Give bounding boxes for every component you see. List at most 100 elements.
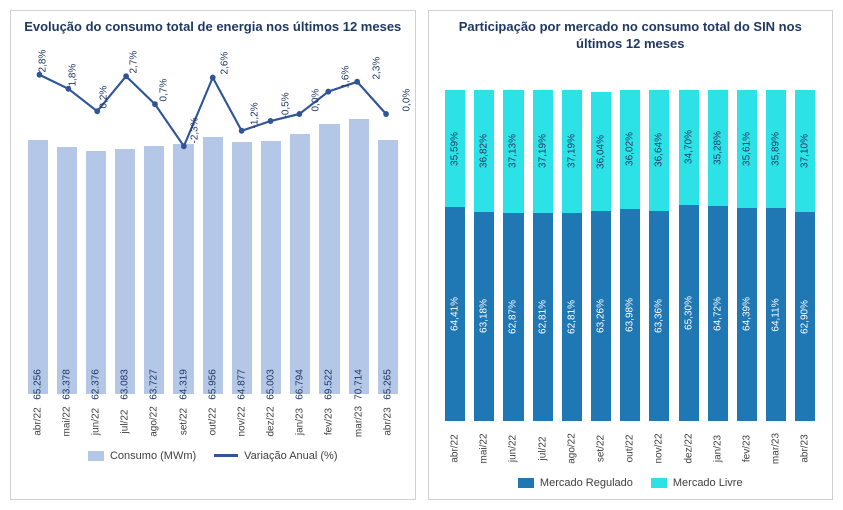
xaxis-label: set/22 bbox=[596, 435, 607, 462]
xaxis-label: mai/22 bbox=[61, 406, 72, 436]
segment-regulado-label: 62,81% bbox=[537, 300, 548, 334]
xaxis-label: out/22 bbox=[207, 407, 218, 435]
legend-item-livre: Mercado Livre bbox=[651, 477, 743, 489]
xaxis-cell: out/22 bbox=[200, 398, 225, 444]
segment-regulado-label: 65,30% bbox=[683, 296, 694, 330]
xaxis-cell: nov/22 bbox=[647, 425, 672, 471]
segment-regulado: 62,81% bbox=[533, 213, 553, 421]
stacked-bar-col: 37,19%62,81% bbox=[530, 90, 555, 421]
xaxis-label: nov/22 bbox=[236, 406, 247, 436]
consumo-bar-label: 65.256 bbox=[32, 369, 43, 400]
segment-livre-label: 36,82% bbox=[479, 134, 490, 168]
left-legend: Consumo (MWm) Variação Anual (%) bbox=[17, 450, 409, 462]
xaxis-label: nov/22 bbox=[654, 433, 665, 463]
consumo-bar: 64.877 bbox=[232, 142, 252, 394]
segment-livre: 36,82% bbox=[474, 90, 494, 212]
segment-livre: 34,70% bbox=[679, 90, 699, 205]
segment-livre-label: 37,13% bbox=[508, 134, 519, 168]
variacao-label: 2,7% bbox=[129, 51, 140, 74]
variacao-label: -0,5% bbox=[280, 92, 291, 118]
xaxis-cell: dez/22 bbox=[676, 425, 701, 471]
left-chart-title: Evolução do consumo total de energia nos… bbox=[17, 19, 409, 36]
stacked-bar: 36,02%63,98% bbox=[620, 90, 640, 421]
variacao-label: 0,0% bbox=[401, 89, 412, 112]
bar-col: 65.265 bbox=[375, 44, 400, 394]
stacked-bar-col: 36,82% 63,18% bbox=[472, 90, 497, 421]
segment-livre-label: 35,28% bbox=[712, 131, 723, 165]
segment-regulado: 63,26% bbox=[591, 211, 611, 421]
consumo-bar: 65.003 bbox=[261, 141, 281, 394]
xaxis-label: mai/22 bbox=[479, 433, 490, 463]
xaxis-label: fev/23 bbox=[324, 408, 335, 435]
xaxis-cell: abr/22 bbox=[25, 398, 50, 444]
segment-regulado: 63,18% bbox=[474, 212, 494, 421]
xaxis-cell: set/22 bbox=[171, 398, 196, 444]
xaxis-label: jun/22 bbox=[90, 408, 101, 435]
segment-livre: 36,04% bbox=[591, 92, 611, 211]
xaxis-label: dez/22 bbox=[266, 406, 277, 436]
legend-item-consumo: Consumo (MWm) bbox=[88, 450, 196, 462]
consumo-bar-label: 64.319 bbox=[178, 369, 189, 400]
variacao-label: -2,3% bbox=[189, 117, 200, 143]
xaxis-label: fev/23 bbox=[741, 435, 752, 462]
xaxis-label: ago/22 bbox=[149, 406, 160, 437]
consumo-bar-label: 63.727 bbox=[149, 369, 160, 400]
segment-regulado-label: 63,18% bbox=[479, 299, 490, 333]
xaxis-cell: ago/22 bbox=[142, 398, 167, 444]
legend-item-variacao: Variação Anual (%) bbox=[214, 450, 337, 462]
variacao-label: 1,6% bbox=[341, 66, 352, 89]
segment-regulado-label: 64,41% bbox=[450, 297, 461, 331]
variacao-label: 0,0% bbox=[310, 89, 321, 112]
xaxis-cell: jan/23 bbox=[288, 398, 313, 444]
segment-regulado: 64,41% bbox=[445, 207, 465, 420]
stacked-bar: 36,64%63,36% bbox=[649, 90, 669, 421]
xaxis-label: abr/23 bbox=[382, 407, 393, 435]
xaxis-label: dez/22 bbox=[683, 433, 694, 463]
segment-regulado: 63,98% bbox=[620, 209, 640, 421]
stacked-bar-col: 37,10%62,90% bbox=[793, 90, 818, 421]
stacked-bar: 37,13% 62,87% bbox=[503, 90, 523, 421]
stacked-bar-col: 35,61%64,39% bbox=[734, 90, 759, 421]
segment-livre: 35,89% bbox=[766, 90, 786, 209]
consumo-bar: 65.256 bbox=[28, 140, 48, 394]
consumo-bar-label: 65.956 bbox=[207, 369, 218, 400]
xaxis-label: mar/23 bbox=[353, 406, 364, 437]
stacked-bar-col: 37,19%62,81% bbox=[559, 90, 584, 421]
legend-label-regulado: Mercado Regulado bbox=[540, 477, 633, 489]
stacked-bar-col: 36,04%63,26% bbox=[588, 90, 613, 421]
consumo-bar: 66.794 bbox=[290, 134, 310, 394]
stacked-bar: 34,70% 65,30% bbox=[679, 90, 699, 421]
stacked-bar-col: 35,28% 64,72% bbox=[705, 90, 730, 421]
segment-regulado: 64,72% bbox=[708, 206, 728, 420]
legend-item-regulado: Mercado Regulado bbox=[518, 477, 633, 489]
left-chart-area: 65.25663.37862.37663.08363.72764.31965.9… bbox=[17, 44, 409, 394]
xaxis-cell: fev/23 bbox=[317, 398, 342, 444]
legend-swatch-line bbox=[214, 454, 238, 457]
xaxis-label: jun/22 bbox=[508, 435, 519, 462]
xaxis-label: jul/22 bbox=[537, 436, 548, 460]
bar-col: 65.256 bbox=[25, 44, 50, 394]
consumo-bar-label: 64.877 bbox=[236, 369, 247, 400]
right-legend: Mercado Regulado Mercado Livre bbox=[435, 477, 827, 489]
consumo-bar-label: 66.794 bbox=[295, 369, 306, 400]
stacked-bar: 37,19%62,81% bbox=[533, 90, 553, 421]
segment-regulado-label: 62,87% bbox=[508, 300, 519, 334]
segment-livre-label: 36,64% bbox=[654, 133, 665, 167]
consumo-bar-label: 69.522 bbox=[324, 369, 335, 400]
xaxis-cell: set/22 bbox=[588, 425, 613, 471]
segment-regulado-label: 62,81% bbox=[566, 300, 577, 334]
xaxis-cell: mar/23 bbox=[346, 398, 371, 444]
xaxis-cell: mai/22 bbox=[472, 425, 497, 471]
stacked-bar-col: 34,70% 65,30% bbox=[676, 90, 701, 421]
legend-label-livre: Mercado Livre bbox=[673, 477, 743, 489]
consumo-bar-label: 63.378 bbox=[61, 369, 72, 400]
xaxis-cell: out/22 bbox=[618, 425, 643, 471]
stacked-bar-col: 36,02%63,98% bbox=[618, 90, 643, 421]
bar-col: 70.714 bbox=[346, 44, 371, 394]
segment-livre: 37,13% bbox=[503, 90, 523, 213]
xaxis-cell: fev/23 bbox=[734, 425, 759, 471]
variacao-label: 1,8% bbox=[68, 63, 79, 86]
xaxis-label: jan/23 bbox=[712, 435, 723, 462]
legend-swatch-bar bbox=[88, 451, 104, 461]
left-chart-panel: Evolução do consumo total de energia nos… bbox=[10, 10, 416, 500]
